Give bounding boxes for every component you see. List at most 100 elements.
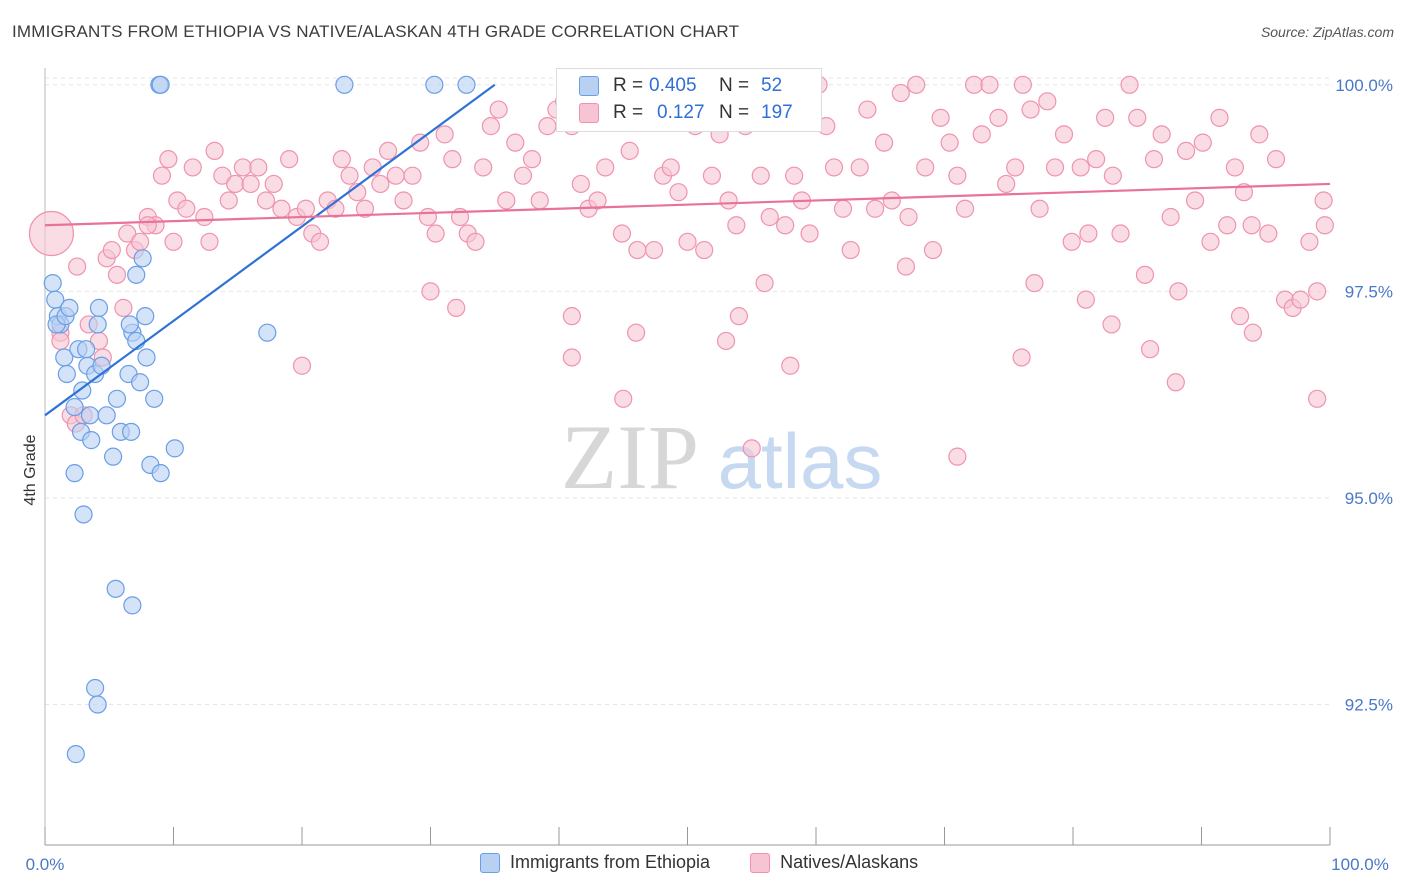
pink-point: [1169, 282, 1188, 301]
y-tick-label: 92.5%: [1345, 696, 1393, 715]
y-axis-label: 4th Grade: [22, 434, 39, 505]
pink-point: [1300, 232, 1319, 251]
pink-point: [1176, 141, 1196, 160]
pink-point: [1193, 133, 1212, 152]
blue-point: [57, 364, 76, 384]
pink-point: [1102, 315, 1121, 334]
pink-point: [858, 100, 877, 119]
pink-point: [332, 150, 351, 169]
pink-point: [195, 207, 214, 227]
legend-item-pink[interactable]: Natives/Alaskans: [750, 852, 918, 873]
legend-pink-swatch: [750, 852, 771, 873]
pink-r-value: 0.127: [657, 102, 705, 123]
pink-point: [1076, 290, 1095, 309]
pink-point: [1096, 108, 1115, 127]
pink-point: [68, 257, 87, 276]
pink-point: [742, 439, 761, 458]
legend-pink-label: Natives/Alaskans: [780, 852, 919, 872]
pink-point: [183, 158, 202, 177]
pink-point: [118, 224, 137, 243]
pink-point: [177, 199, 196, 218]
pink-point: [280, 150, 299, 169]
pink-point: [620, 141, 639, 160]
blue-point: [335, 75, 354, 94]
blue-point: [92, 356, 111, 375]
stats-row-blue: R = 0.405 N = 52: [579, 75, 782, 97]
pink-point: [51, 331, 70, 351]
pink-point: [355, 199, 375, 218]
pink-point: [114, 298, 133, 317]
pink-point: [213, 166, 232, 185]
pink-point: [506, 133, 525, 152]
pink-point: [1234, 183, 1254, 202]
pink-point: [530, 191, 549, 210]
pink-swatch: [579, 103, 599, 123]
pink-point: [755, 274, 774, 293]
pink-point: [394, 191, 413, 210]
pink-point: [760, 207, 779, 227]
pink-point: [1128, 108, 1147, 127]
pink-point: [751, 166, 770, 185]
pink-point: [249, 158, 268, 177]
blue-point: [151, 464, 170, 483]
blue-point: [82, 431, 101, 450]
pink-point: [340, 166, 359, 185]
pink-point: [695, 240, 714, 260]
pink-point: [562, 348, 581, 367]
trend-lines: [44, 83, 1331, 417]
y-tick-label: 95.0%: [1345, 489, 1393, 508]
pink-point: [1140, 340, 1160, 359]
pink-point: [1111, 224, 1130, 243]
r-label: R =: [613, 102, 644, 123]
pink-point: [1021, 100, 1040, 119]
pink-point: [1210, 108, 1229, 127]
blue-point: [123, 596, 142, 615]
y-tick-label: 97.5%: [1345, 282, 1393, 301]
pink-point: [130, 232, 150, 251]
pink-point: [875, 133, 894, 152]
pink-point: [205, 141, 224, 160]
pink-point: [1079, 224, 1098, 243]
pink-point: [426, 224, 445, 243]
blue-trend-line: [44, 83, 496, 417]
pink-point: [882, 191, 901, 210]
pink-point: [612, 224, 632, 243]
pink-point: [164, 232, 183, 251]
pink-point: [571, 174, 590, 194]
pink-point: [669, 183, 688, 202]
pink-point: [421, 282, 440, 301]
pink-point: [1054, 125, 1074, 144]
legend-blue-label: Immigrants from Ethiopia: [510, 852, 711, 872]
pink-point: [997, 174, 1016, 194]
pink-point: [644, 240, 664, 260]
pink-point: [159, 150, 178, 169]
pink-point: [447, 298, 466, 317]
pink-point: [292, 356, 312, 375]
pink-point: [562, 307, 581, 326]
pink-point: [1161, 207, 1180, 227]
axes-layer: [44, 68, 1331, 846]
pink-point: [1308, 389, 1327, 408]
pink-point: [272, 199, 291, 218]
pink-point: [1250, 125, 1269, 144]
pink-point: [923, 240, 943, 260]
blue-swatch: [579, 76, 599, 96]
n-label: N =: [719, 75, 750, 96]
pink-point: [489, 100, 508, 119]
pink-point: [497, 191, 516, 210]
pink-point: [1259, 224, 1278, 243]
pink-point: [1025, 274, 1044, 293]
blue-point: [77, 340, 96, 359]
pink-point: [522, 150, 542, 169]
pink-point: [907, 75, 926, 94]
pink-point: [418, 207, 438, 227]
pink-point: [200, 232, 219, 251]
pink-point: [241, 174, 260, 194]
blue-point: [74, 505, 93, 524]
y-tick-labels: 100.0% 97.5% 95.0% 92.5%: [1335, 76, 1393, 715]
legend-item-blue[interactable]: Immigrants from Ethiopia: [480, 852, 710, 873]
pink-point: [833, 199, 853, 218]
bottom-legend: Immigrants from Ethiopia Natives/Alaskan…: [480, 852, 918, 873]
blue-point: [43, 274, 62, 293]
